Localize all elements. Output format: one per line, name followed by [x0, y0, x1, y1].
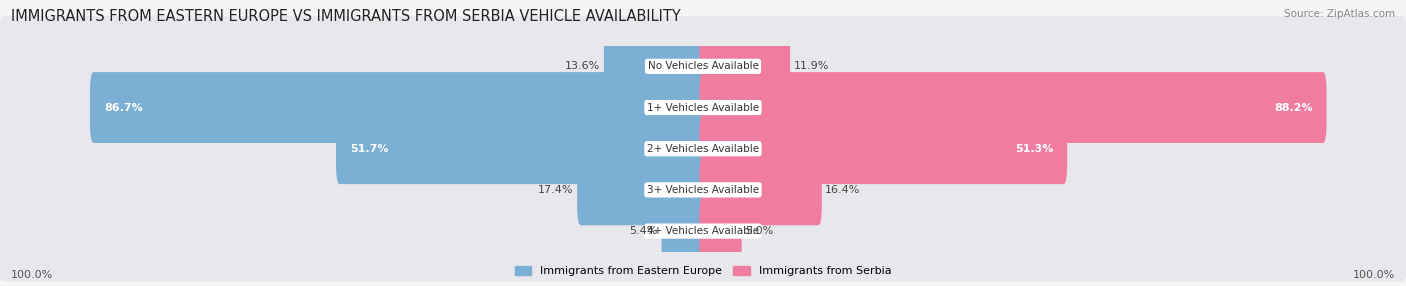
FancyBboxPatch shape: [700, 196, 742, 267]
Text: 2+ Vehicles Available: 2+ Vehicles Available: [647, 144, 759, 154]
Text: IMMIGRANTS FROM EASTERN EUROPE VS IMMIGRANTS FROM SERBIA VEHICLE AVAILABILITY: IMMIGRANTS FROM EASTERN EUROPE VS IMMIGR…: [11, 9, 681, 23]
FancyBboxPatch shape: [0, 140, 1406, 240]
Text: 100.0%: 100.0%: [11, 270, 53, 280]
Text: Source: ZipAtlas.com: Source: ZipAtlas.com: [1284, 9, 1395, 19]
Text: 5.4%: 5.4%: [630, 226, 658, 236]
FancyBboxPatch shape: [0, 181, 1406, 281]
Text: 88.2%: 88.2%: [1274, 103, 1313, 112]
Text: 1+ Vehicles Available: 1+ Vehicles Available: [647, 103, 759, 112]
Text: 16.4%: 16.4%: [825, 185, 860, 195]
FancyBboxPatch shape: [90, 72, 707, 143]
FancyBboxPatch shape: [700, 31, 790, 102]
FancyBboxPatch shape: [336, 113, 707, 184]
FancyBboxPatch shape: [0, 98, 1406, 199]
Text: 51.3%: 51.3%: [1015, 144, 1053, 154]
FancyBboxPatch shape: [0, 57, 1406, 158]
FancyBboxPatch shape: [662, 196, 707, 267]
Text: 5.0%: 5.0%: [745, 226, 773, 236]
FancyBboxPatch shape: [700, 72, 1327, 143]
Legend: Immigrants from Eastern Europe, Immigrants from Serbia: Immigrants from Eastern Europe, Immigran…: [510, 261, 896, 281]
Text: 13.6%: 13.6%: [565, 61, 600, 71]
Text: 4+ Vehicles Available: 4+ Vehicles Available: [647, 226, 759, 236]
Text: 51.7%: 51.7%: [350, 144, 388, 154]
FancyBboxPatch shape: [605, 31, 707, 102]
Text: 100.0%: 100.0%: [1353, 270, 1395, 280]
Text: 17.4%: 17.4%: [538, 185, 574, 195]
Text: 86.7%: 86.7%: [104, 103, 143, 112]
FancyBboxPatch shape: [578, 154, 707, 225]
Text: No Vehicles Available: No Vehicles Available: [648, 61, 758, 71]
FancyBboxPatch shape: [700, 113, 1067, 184]
Text: 3+ Vehicles Available: 3+ Vehicles Available: [647, 185, 759, 195]
Text: 11.9%: 11.9%: [793, 61, 830, 71]
FancyBboxPatch shape: [700, 154, 821, 225]
FancyBboxPatch shape: [0, 16, 1406, 117]
